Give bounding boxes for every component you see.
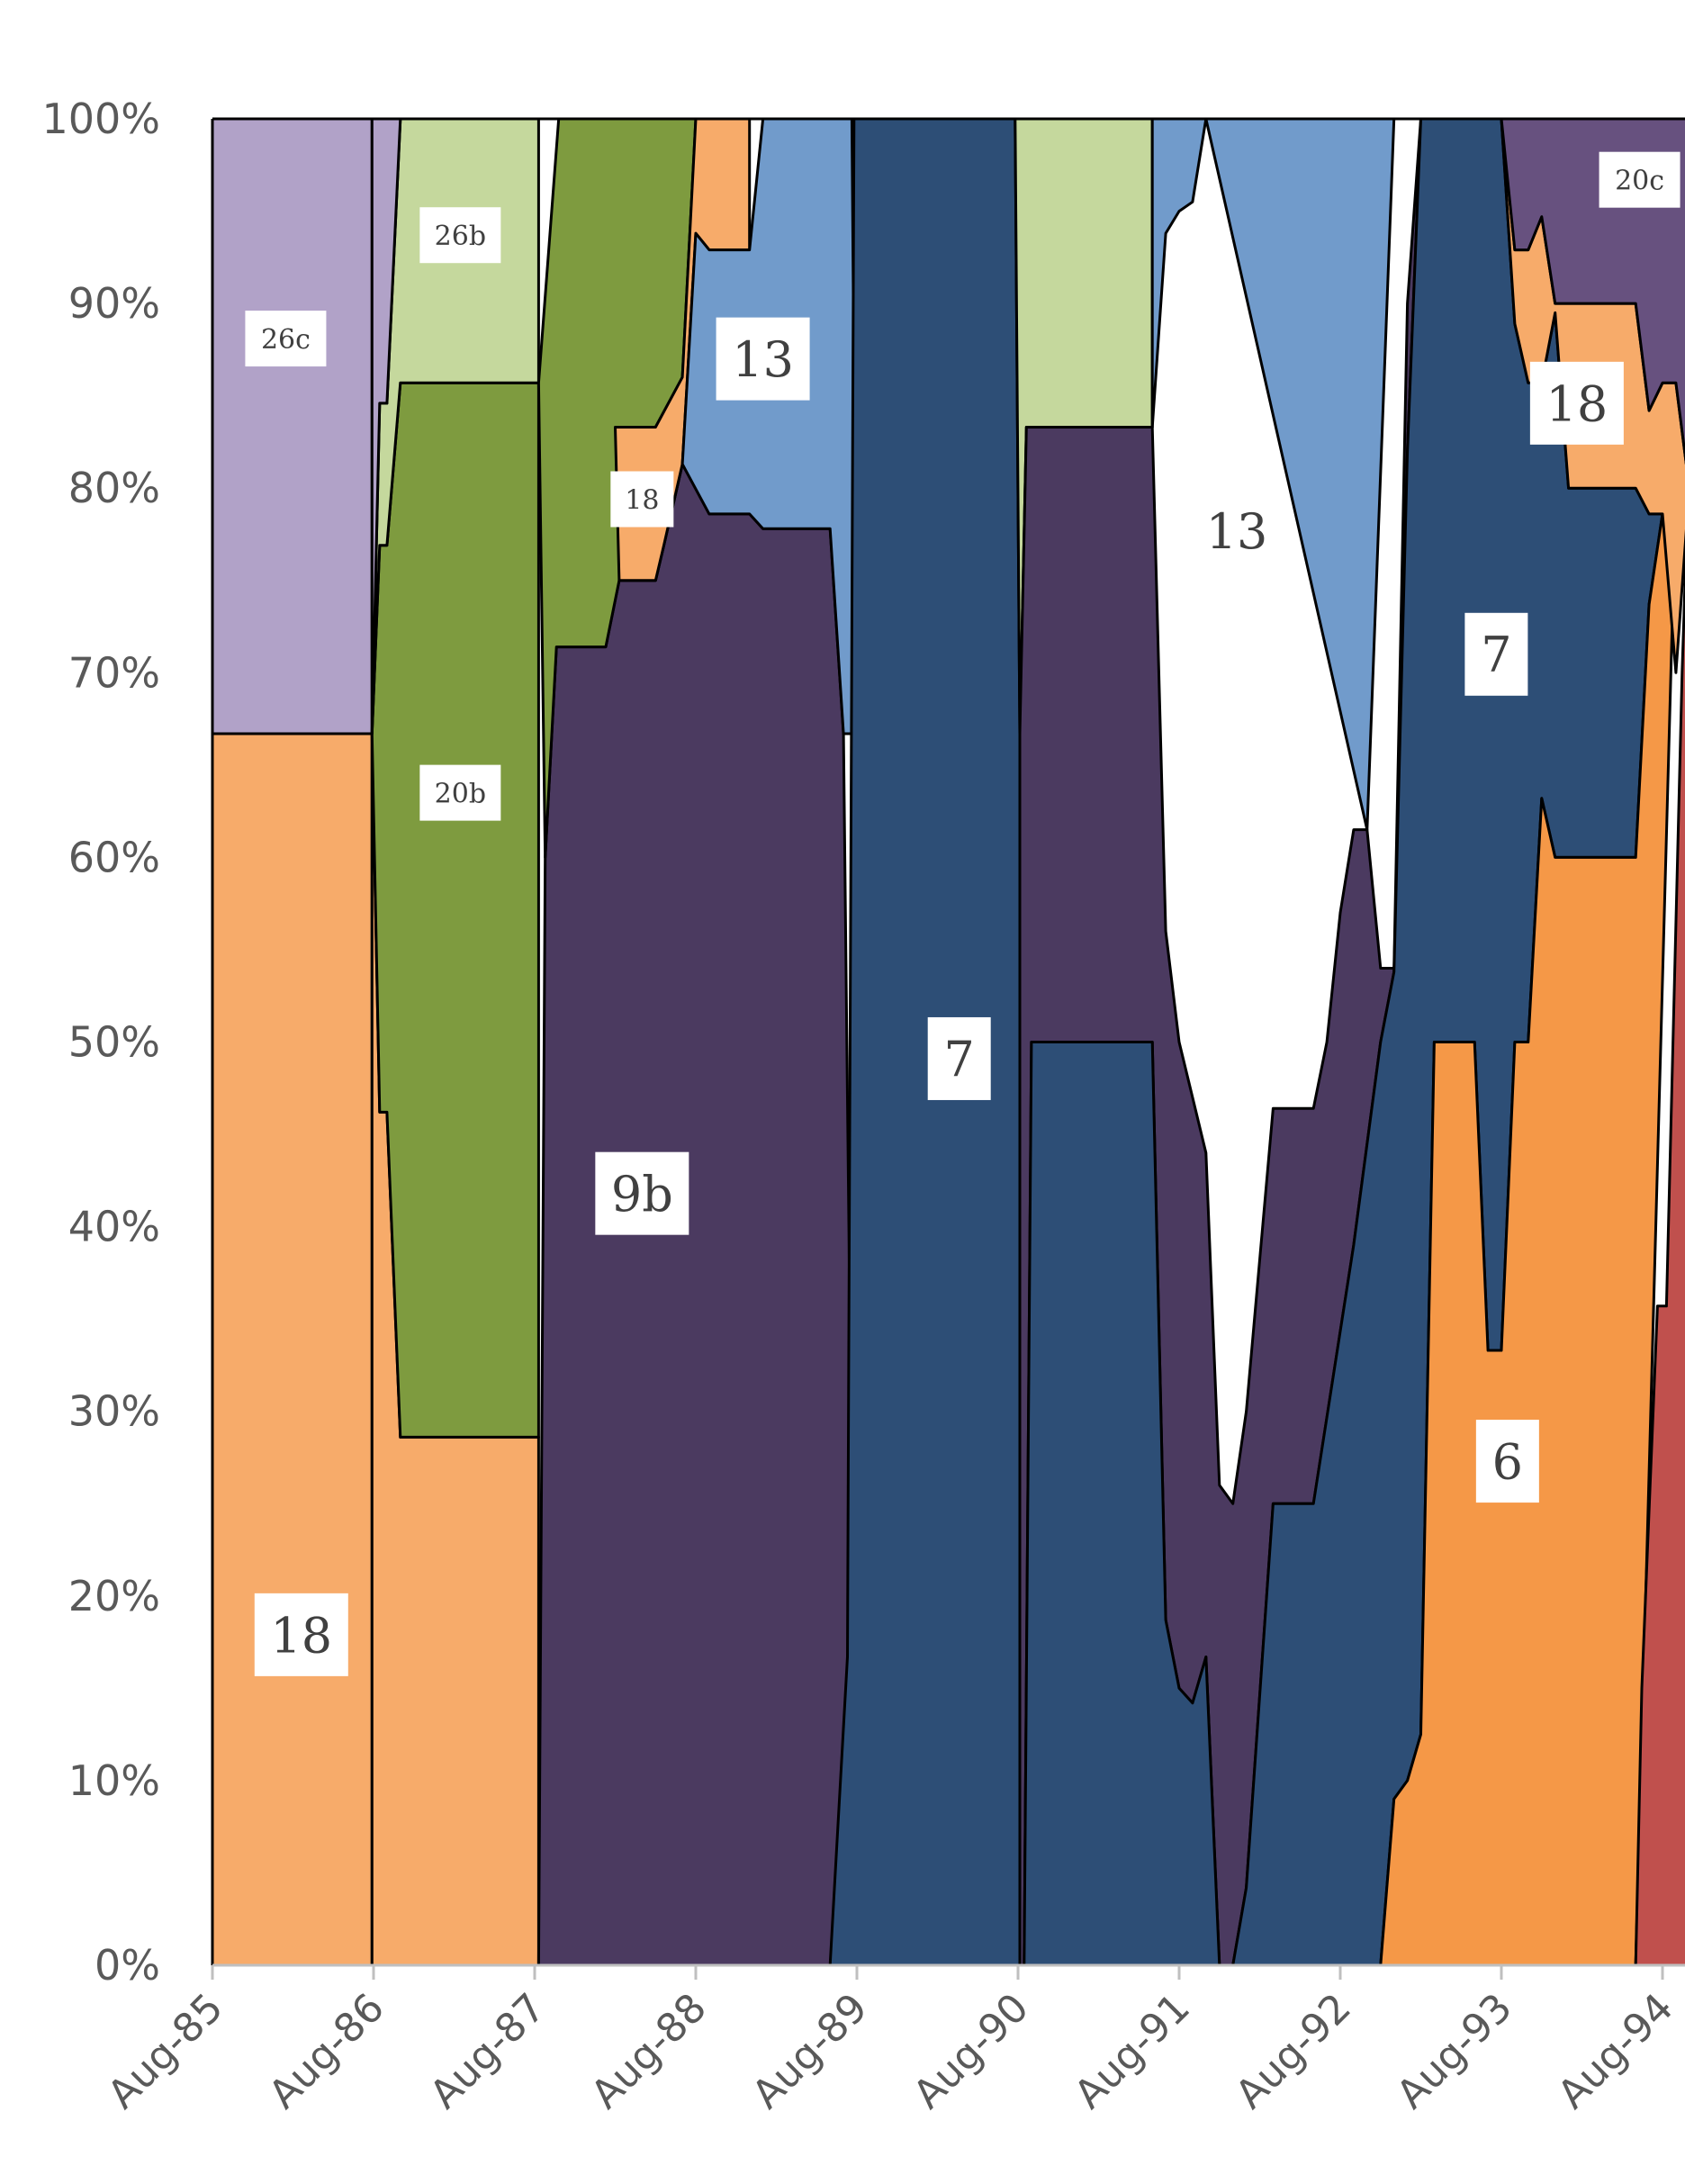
series-label-box xyxy=(254,1593,348,1676)
y-tick-label: 50% xyxy=(68,1018,160,1067)
series-label-text: 20c xyxy=(1615,165,1664,196)
series-label: 18 xyxy=(610,471,674,528)
series-label: 20c xyxy=(1599,151,1680,208)
series-label-text: 26c xyxy=(261,324,311,356)
y-tick-label: 0% xyxy=(95,1941,160,1990)
area-series-d5 xyxy=(1150,119,1396,832)
y-tick-label: 70% xyxy=(68,648,160,697)
series-label: 13 xyxy=(716,317,810,401)
series-label: 7 xyxy=(1464,612,1528,696)
series-label-text: 13 xyxy=(732,331,794,388)
series-labels: 26c 26b 20b 18 18 13 9b 7 13 7 6 18 20c xyxy=(245,151,1680,1676)
series-label-box xyxy=(1464,612,1528,696)
series-label-box xyxy=(419,764,501,821)
series-label-text: 18 xyxy=(625,484,659,516)
series-label-box xyxy=(595,1151,689,1235)
area-series-b2 xyxy=(370,381,540,1439)
y-tick-label: 10% xyxy=(68,1756,160,1805)
series-label-box xyxy=(927,1016,991,1100)
series-label: 9b xyxy=(595,1151,689,1235)
area-series-c1 xyxy=(536,463,859,1965)
series-label-box xyxy=(245,311,327,367)
series-label-box xyxy=(419,207,501,264)
series-label: 26c xyxy=(245,311,327,367)
area-series-d1 xyxy=(828,119,1022,1965)
series-label-box xyxy=(716,317,810,401)
y-tick-label: 90% xyxy=(68,279,160,328)
series-label-box xyxy=(1475,1420,1539,1503)
series-label-text: 6 xyxy=(1492,1434,1523,1491)
series-label-text: 18 xyxy=(270,1607,332,1664)
series-label: 13 xyxy=(1190,489,1284,573)
area-series-e5 xyxy=(1634,542,1685,1965)
y-tick-label: 20% xyxy=(68,1572,160,1620)
area-series-c4 xyxy=(680,119,859,736)
series-label: 7 xyxy=(927,1016,991,1100)
series-label-text: 18 xyxy=(1546,375,1608,432)
series-label: 18 xyxy=(1529,361,1624,445)
series-label: 6 xyxy=(1475,1420,1539,1503)
series-label-box xyxy=(610,471,674,528)
series-label-text: 20b xyxy=(435,778,486,809)
area-series-a1 xyxy=(212,732,374,1965)
y-tick-label: 40% xyxy=(68,1203,160,1251)
series-label-text: 26b xyxy=(435,221,486,252)
series-label-text: 7 xyxy=(1481,627,1511,683)
series-label-text: 7 xyxy=(944,1031,975,1087)
series-label: 20b xyxy=(419,764,501,821)
series-label: 18 xyxy=(254,1593,348,1676)
area-series-b4 xyxy=(370,119,402,736)
y-tick-label: 80% xyxy=(68,464,160,512)
area-series-d4 xyxy=(1023,1041,1221,1965)
series-label-text: 9b xyxy=(611,1166,673,1223)
series-label-box xyxy=(1190,489,1284,573)
area-series-a2 xyxy=(212,119,374,736)
series-label-text: 13 xyxy=(1206,503,1268,560)
y-tick-label: 60% xyxy=(68,833,160,881)
series-label-box xyxy=(1599,151,1680,208)
y-tick-label: 30% xyxy=(68,1387,160,1436)
series-label: 26b xyxy=(419,207,501,264)
series-label-box xyxy=(1529,361,1624,445)
y-tick-label: 100% xyxy=(41,95,160,143)
